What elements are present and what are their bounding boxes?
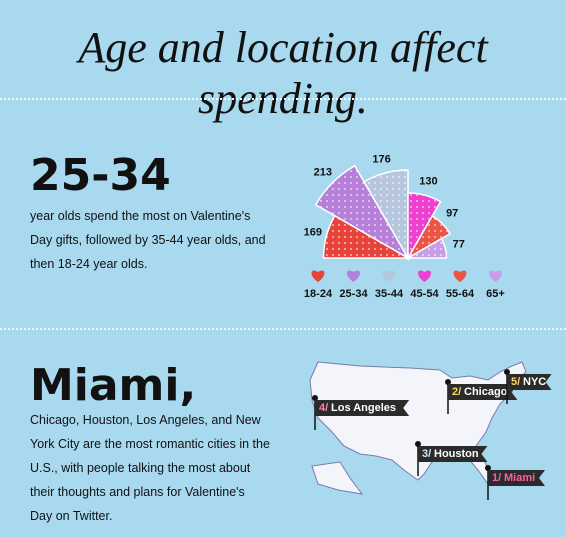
value-label: 176 [372,153,390,165]
pin-flag [315,400,410,416]
pin-city: Chicago [464,386,508,398]
map-pin: 1/Miami [485,465,545,500]
legend-heart [382,270,396,282]
legend-heart [311,270,325,282]
body-text: Chicago, Houston, Los Angeles, and New Y… [30,413,270,523]
headline: 25-34 [30,150,171,201]
pin-rank: 3/ [422,448,431,460]
separator [0,328,566,330]
wedge-pattern [408,193,441,258]
wedge-pattern [323,215,408,258]
value-label: 77 [453,238,465,250]
legend-heart [453,270,467,282]
map-pin: 2/Chicago [445,379,518,414]
legend-heart [418,270,431,282]
pin-city: Los Angeles [331,402,396,414]
pin-rank: 2/ [452,386,461,398]
pin-head [504,369,510,375]
value-label: 213 [314,167,332,179]
pin-head [445,379,451,385]
alaska [311,461,364,495]
wedge-pattern [408,215,451,258]
legend-label: 25-34 [339,288,368,300]
map-pin: 3/Houston [415,441,488,476]
legend-label: 35-44 [375,288,404,300]
separator [0,98,566,100]
value-label: 169 [304,226,322,238]
legend-label: 65+ [486,288,505,300]
legend-label: 18-24 [304,288,333,300]
pin-rank: 5/ [511,376,520,388]
value-label: 97 [446,208,458,220]
pin-rank: 1/ [492,472,501,484]
wedge-pattern [408,238,447,258]
pin-city: Miami [504,472,535,484]
legend-heart [489,270,502,282]
map-pin: 4/Los Angeles [312,395,410,430]
legend-label: 55-64 [446,288,475,300]
legend-label: 45-54 [410,288,439,300]
headline: Miami, [30,360,197,411]
pin-head [415,441,421,447]
pin-head [485,465,491,471]
value-label: 130 [419,176,437,188]
wedge-pattern [364,170,408,258]
pin-flag [506,374,552,390]
legend-heart [347,270,360,282]
pin-rank: 4/ [319,402,328,414]
pin-flag [488,470,545,486]
pin-city: NYC [523,376,546,388]
pin-flag [418,446,488,462]
pin-city: Houston [434,448,479,460]
map-pin: 5/NYC [504,369,552,404]
pin-head [312,395,318,401]
wedge-pattern [315,165,408,258]
pin-flag [448,384,518,400]
body-text: year olds spend the most on Valentine's … [30,209,266,271]
